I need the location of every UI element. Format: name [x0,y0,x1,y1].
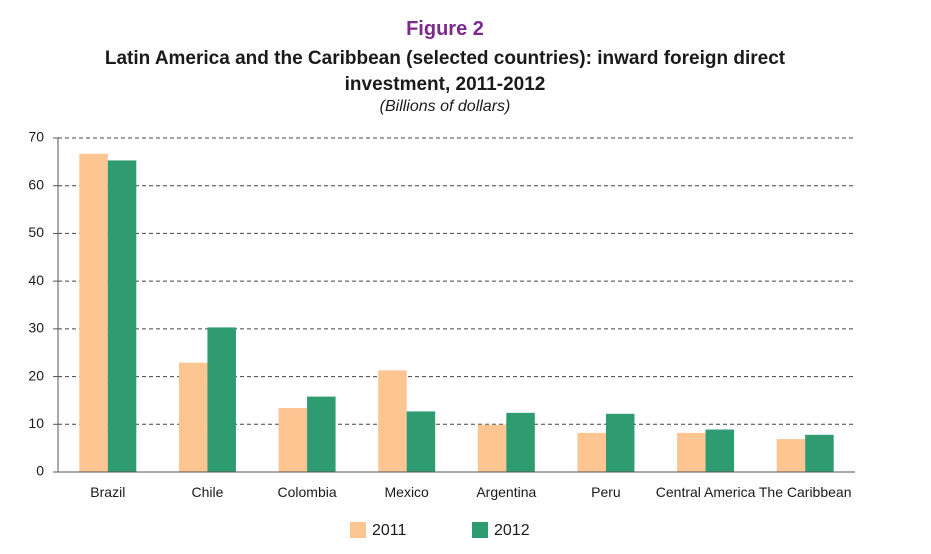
chart-title: Latin America and the Caribbean (selecte… [104,48,786,95]
bar [378,370,407,472]
y-tick-label: 70 [28,129,44,145]
x-tick-label: Central America [655,484,756,500]
bar [605,413,635,472]
x-tick-label: Peru [591,484,621,500]
y-tick-label: 50 [28,224,44,240]
legend-swatch [350,522,366,538]
x-tick-label: Colombia [277,484,337,500]
x-tick-label: Argentina [476,484,537,500]
bar [577,432,606,472]
y-tick-label: 10 [28,415,44,431]
legend-label: 2012 [494,522,530,539]
figure-label: Figure 2 [406,18,484,40]
bar [178,362,208,472]
bar [776,439,806,472]
bar [677,432,706,472]
y-tick-label: 0 [36,463,44,479]
bar [705,429,735,472]
bar [79,153,108,472]
bar [207,327,236,472]
x-tick-label: The Caribbean [758,484,852,500]
bar [278,408,308,472]
bar [406,411,436,472]
y-tick-label: 20 [28,367,44,383]
bar [307,396,336,472]
chart-subtitle: (Billions of dollars) [379,98,511,115]
legend-label: 2011 [372,522,407,539]
x-tick-label: Mexico [384,484,429,500]
bar [107,160,137,472]
y-tick-label: 60 [28,176,44,192]
x-tick-label: Brazil [90,484,126,500]
bar [477,424,507,472]
bar [506,412,535,472]
y-tick-label: 30 [28,320,44,336]
x-tick-label: Chile [191,484,224,500]
legend-swatch [472,522,488,538]
bar [805,434,834,472]
y-tick-label: 40 [28,272,44,288]
